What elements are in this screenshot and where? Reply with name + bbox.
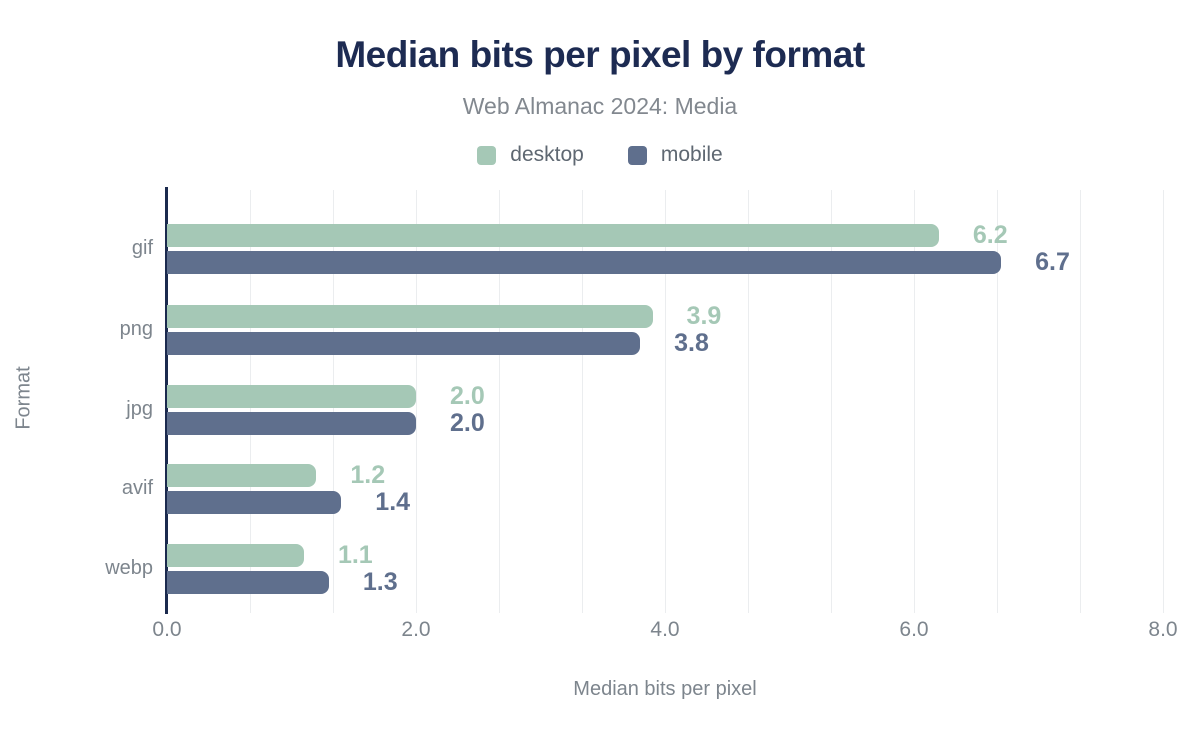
bar-desktop-avif [167,464,317,487]
gridline [499,190,500,613]
legend-label: desktop [510,143,584,166]
chart-subtitle: Web Almanac 2024: Media [462,93,738,119]
bar-mobile-png [167,331,641,355]
value-label-mobile-webp: 1.3 [362,567,398,596]
x-tick-8.0: 8.0 [1148,618,1178,641]
plot-area: gif 6.2 6.7 png 3.9 3.8 jpg 2.0 2.0 avif 1.2 1.4 web… [105,187,1164,614]
category-label-avif: avif [121,476,153,499]
x-tick-4.0: 4.0 [650,618,680,641]
gridline [582,190,583,613]
legend: desktop mobile [0,143,1200,167]
value-label-mobile-avif: 1.4 [375,487,411,516]
x-tick-6.0: 6.0 [899,618,929,641]
gridline [831,190,832,613]
category-label-png: png [119,317,153,340]
chart-title: Median bits per pixel by format [335,34,865,75]
bar-desktop-jpg [167,385,416,408]
bar-desktop-png [167,305,653,328]
legend-swatch-desktop [477,145,497,165]
x-axis-title: Median bits per pixel [573,678,757,700]
gridline [997,190,998,613]
legend-swatch-mobile [627,145,647,165]
bar-mobile-gif [167,250,1002,274]
bar-mobile-jpg [167,411,416,435]
category-label-webp: webp [105,556,153,579]
gridline [748,190,749,613]
x-tick-0.0: 0.0 [152,618,182,641]
value-label-mobile-jpg: 2.0 [450,408,485,437]
x-tick-2.0: 2.0 [401,618,431,641]
x-axis-ticks: 0.0 2.0 4.0 6.0 8.0 [152,618,1177,644]
legend-item-desktop: desktop [477,143,584,167]
gridline [665,190,666,613]
value-label-desktop-avif: 1.2 [350,461,386,489]
value-label-desktop-jpg: 2.0 [450,382,485,410]
bar-mobile-avif [167,490,342,514]
category-label-gif: gif [131,236,153,259]
value-label-mobile-png: 3.8 [674,328,709,357]
gridline [914,190,915,613]
bar-desktop-webp [167,544,304,567]
category-label-jpg: jpg [126,397,153,420]
bar-mobile-webp [167,570,329,594]
value-label-desktop-png: 3.9 [686,302,722,330]
legend-label: mobile [660,143,723,166]
legend-item-mobile: mobile [627,143,723,167]
value-label-mobile-gif: 6.7 [1035,247,1070,276]
value-label-desktop-webp: 1.1 [337,541,373,569]
gridline [1080,190,1081,613]
y-axis-line [165,187,168,614]
bar-desktop-gif [167,224,939,247]
gridline [1163,190,1164,613]
value-label-desktop-gif: 6.2 [972,221,1008,249]
gridline [416,190,417,613]
